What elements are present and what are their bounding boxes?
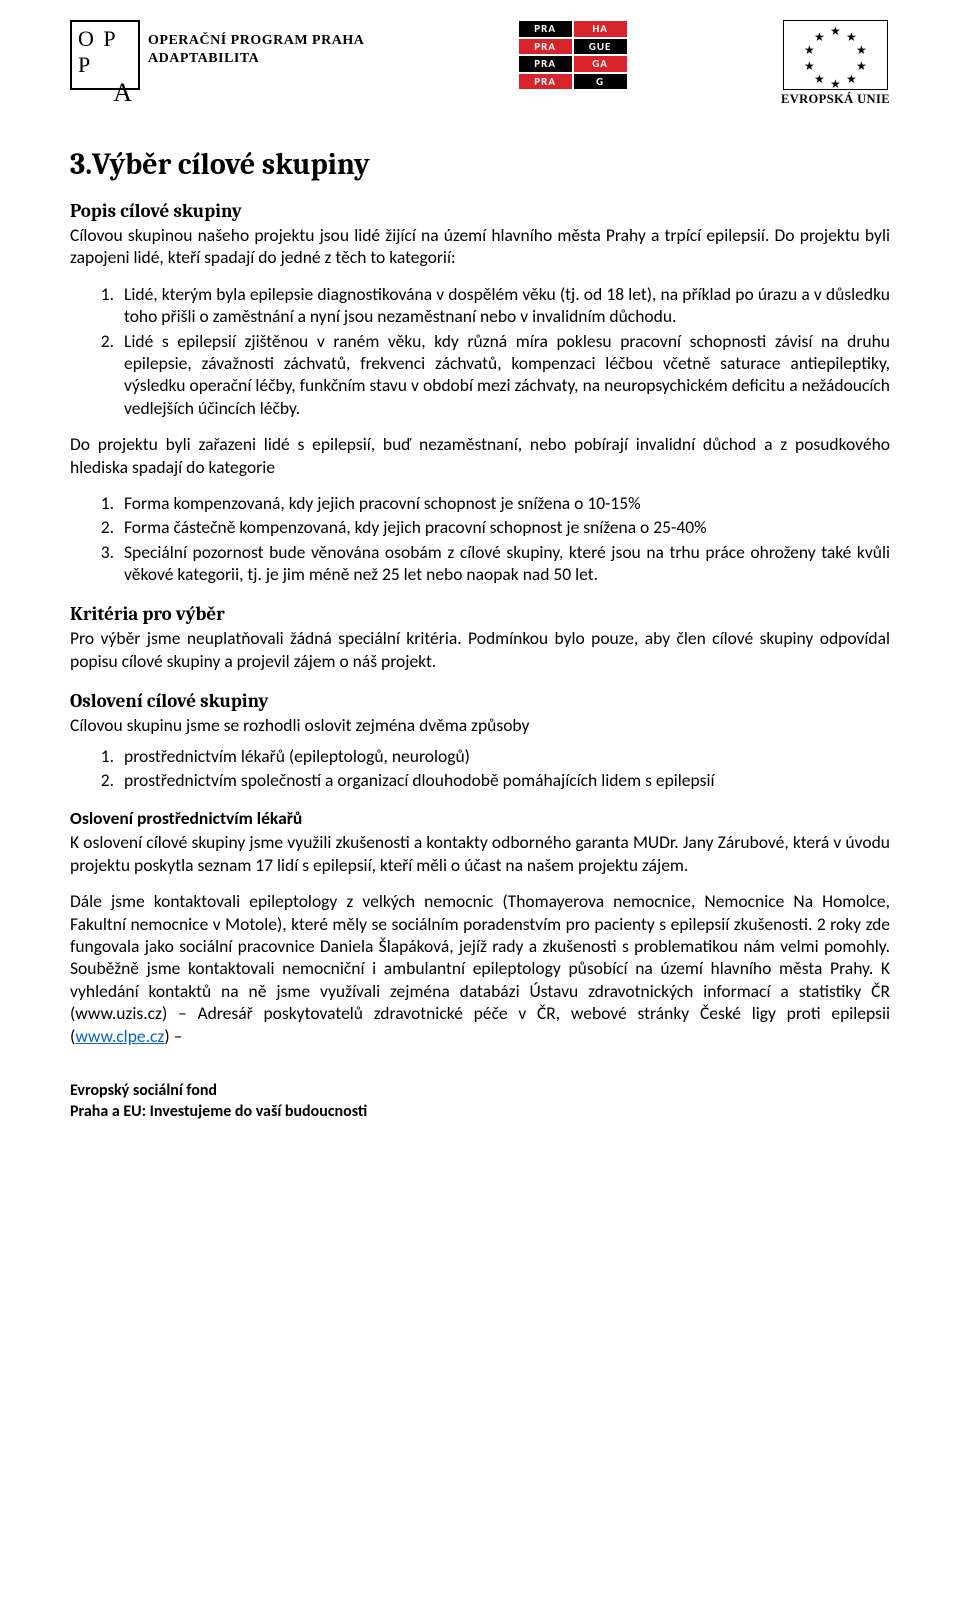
section-osloveni-lekaru-title: Oslovení prostřednictvím lékařů xyxy=(70,807,890,829)
logo-praha-cell: PRA xyxy=(518,73,573,91)
list-item: Speciální pozornost bude věnována osobám… xyxy=(118,541,890,586)
logo-praha: PRA HA PRA GUE PRA GA PRA G xyxy=(518,20,628,90)
logo-oppa-text-line1: OPERAČNÍ PROGRAM PRAHA xyxy=(148,32,364,50)
popis-p2: Do projektu byli zařazeni lidé s epileps… xyxy=(70,433,890,478)
logo-praha-cell: GA xyxy=(573,55,628,73)
logo-praha-cell: PRA xyxy=(518,38,573,56)
footer-line1: Evropský sociální fond xyxy=(70,1081,890,1102)
eu-flag-icon: ★ ★ ★ ★ ★ ★ ★ ★ ★ ★ xyxy=(783,20,888,90)
footer-line2: Praha a EU: Investujeme do vaší budoucno… xyxy=(70,1102,890,1123)
section-osloveni-title: Oslovení cílové skupiny xyxy=(70,690,890,712)
popis-list1: Lidé, kterým byla epilepsie diagnostikov… xyxy=(70,283,890,419)
p2-post: ) – xyxy=(164,1025,182,1047)
osloveni-p1: Cílovou skupinu jsme se rozhodli oslovit… xyxy=(70,714,890,736)
popis-p1: Cílovou skupinou našeho projektu jsou li… xyxy=(70,224,890,269)
logo-oppa-text: OPERAČNÍ PROGRAM PRAHA ADAPTABILITA xyxy=(148,20,364,68)
list-item: Lidé s epilepsií zjištěnou v raném věku,… xyxy=(118,330,890,420)
kriteria-p1: Pro výběr jsme neuplatňovali žádná speci… xyxy=(70,627,890,672)
osloveni-lekaru-p2: Dále jsme kontaktovali epileptology z ve… xyxy=(70,890,890,1047)
list-item: Forma kompenzovaná, kdy jejich pracovní … xyxy=(118,492,890,514)
logo-oppa-bottom: A xyxy=(78,78,132,108)
logo-oppa-text-line2: ADAPTABILITA xyxy=(148,50,364,68)
logo-oppa-box: O P P A xyxy=(70,20,140,90)
clpe-link[interactable]: www.clpe.cz xyxy=(75,1025,164,1047)
list-item: Forma částečně kompenzovaná, kdy jejich … xyxy=(118,516,890,538)
logo-oppa: O P P A OPERAČNÍ PROGRAM PRAHA ADAPTABIL… xyxy=(70,20,364,90)
section-kriteria-title: Kritéria pro výběr xyxy=(70,603,890,625)
logo-praha-cell: GUE xyxy=(573,38,628,56)
osloveni-list1: prostřednictvím lékařů (epileptologů, ne… xyxy=(70,745,890,792)
logo-eu: ★ ★ ★ ★ ★ ★ ★ ★ ★ ★ EVROPSKÁ UNIE xyxy=(781,20,890,107)
osloveni-lekaru-p1: K oslovení cílové skupiny jsme využili z… xyxy=(70,831,890,876)
logo-praha-cell: PRA xyxy=(518,55,573,73)
page-title: 3.Výběr cílové skupiny xyxy=(70,147,890,182)
header-logos: O P P A OPERAČNÍ PROGRAM PRAHA ADAPTABIL… xyxy=(70,20,890,107)
logo-praha-cell: HA xyxy=(573,20,628,38)
list-item: prostřednictvím společností a organizací… xyxy=(118,769,890,791)
logo-praha-cell: G xyxy=(573,73,628,91)
section-popis-title: Popis cílové skupiny xyxy=(70,200,890,222)
logo-praha-cell: PRA xyxy=(518,20,573,38)
footer: Evropský sociální fond Praha a EU: Inves… xyxy=(70,1081,890,1123)
logo-eu-label: EVROPSKÁ UNIE xyxy=(781,92,890,107)
p2-pre: Dále jsme kontaktovali epileptology z ve… xyxy=(70,890,890,1046)
list-item: prostřednictvím lékařů (epileptologů, ne… xyxy=(118,745,890,767)
list-item: Lidé, kterým byla epilepsie diagnostikov… xyxy=(118,283,890,328)
logo-oppa-top: O P P xyxy=(78,26,132,78)
popis-list2: Forma kompenzovaná, kdy jejich pracovní … xyxy=(70,492,890,586)
